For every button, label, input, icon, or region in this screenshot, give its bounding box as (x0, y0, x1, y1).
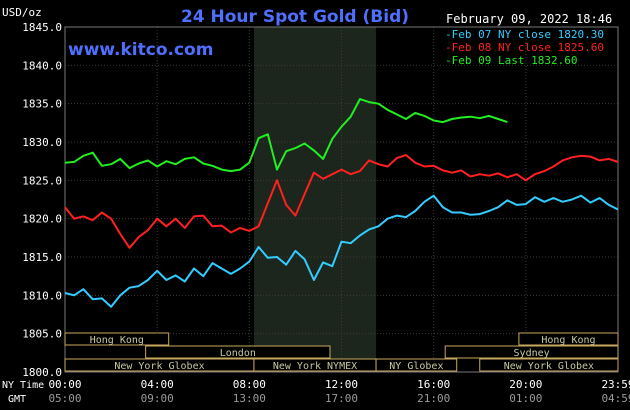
ny-time-tick: 08:00 (233, 378, 266, 391)
ny-time-tick: 20:00 (509, 378, 542, 391)
y-tick-label: 1840.0 (22, 59, 62, 72)
session-bar (444, 345, 619, 359)
y-tick-label: 1810.0 (22, 289, 62, 302)
legend-entry: -Feb 09 Last 1832.60 (445, 54, 577, 67)
gmt-tick: 01:00 (509, 392, 542, 405)
y-tick-label: 1800.0 (22, 366, 62, 379)
gmt-tick: 04:59 (601, 392, 630, 405)
legend: -Feb 07 NY close 1820.30-Feb 08 NY close… (445, 28, 604, 67)
session-label: New York NYMEX (273, 361, 357, 372)
gmt-tick: 05:00 (48, 392, 81, 405)
ny-time-label: NY Time (2, 380, 44, 391)
site-url: www.kitco.com (68, 40, 213, 60)
session-label: Sydney (514, 348, 550, 359)
session-bar (375, 358, 458, 372)
plot-border (64, 26, 619, 373)
price-line-2 (64, 98, 508, 173)
session-label: New York Globex (114, 361, 204, 372)
session-label: NY Globex (389, 361, 443, 372)
ny-time-tick: 12:00 (325, 378, 358, 391)
gmt-tick: 17:00 (325, 392, 358, 405)
y-axis-unit: USD/oz (2, 6, 42, 19)
session-bar (479, 358, 619, 372)
session-label: London (220, 348, 256, 359)
gmt-tick: 13:00 (233, 392, 266, 405)
y-tick-label: 1825.0 (22, 174, 62, 187)
session-label: New York Globex (504, 361, 594, 372)
gmt-label: GMT (8, 394, 26, 405)
gmt-tick: 09:00 (141, 392, 174, 405)
ny-time-tick: 16:00 (417, 378, 450, 391)
y-tick-label: 1815.0 (22, 251, 62, 264)
y-tick-label: 1820.0 (22, 213, 62, 226)
y-tick-label: 1845.0 (22, 21, 62, 34)
nymex-highlight (253, 27, 377, 372)
gmt-tick: 21:00 (417, 392, 450, 405)
legend-entry: -Feb 08 NY close 1825.60 (445, 41, 604, 54)
y-tick-label: 1835.0 (22, 98, 62, 111)
chart-title: 24 Hour Spot Gold (Bid) (181, 7, 409, 27)
ny-time-tick: 04:00 (141, 378, 174, 391)
y-tick-label: 1830.0 (22, 136, 62, 149)
session-bar (145, 345, 331, 359)
session-bar (64, 332, 170, 346)
ny-time-tick: 23:59 (601, 378, 630, 391)
session-bar (518, 332, 619, 346)
price-line-1 (64, 154, 619, 249)
date-stamp: February 09, 2022 18:46 (446, 12, 612, 26)
ny-time-tick: 00:00 (48, 378, 81, 391)
session-label: Hong Kong (90, 335, 144, 346)
session-label: Hong Kong (541, 335, 595, 346)
price-line-0 (64, 194, 619, 308)
legend-entry: -Feb 07 NY close 1820.30 (445, 28, 604, 41)
y-tick-label: 1805.0 (22, 328, 62, 341)
